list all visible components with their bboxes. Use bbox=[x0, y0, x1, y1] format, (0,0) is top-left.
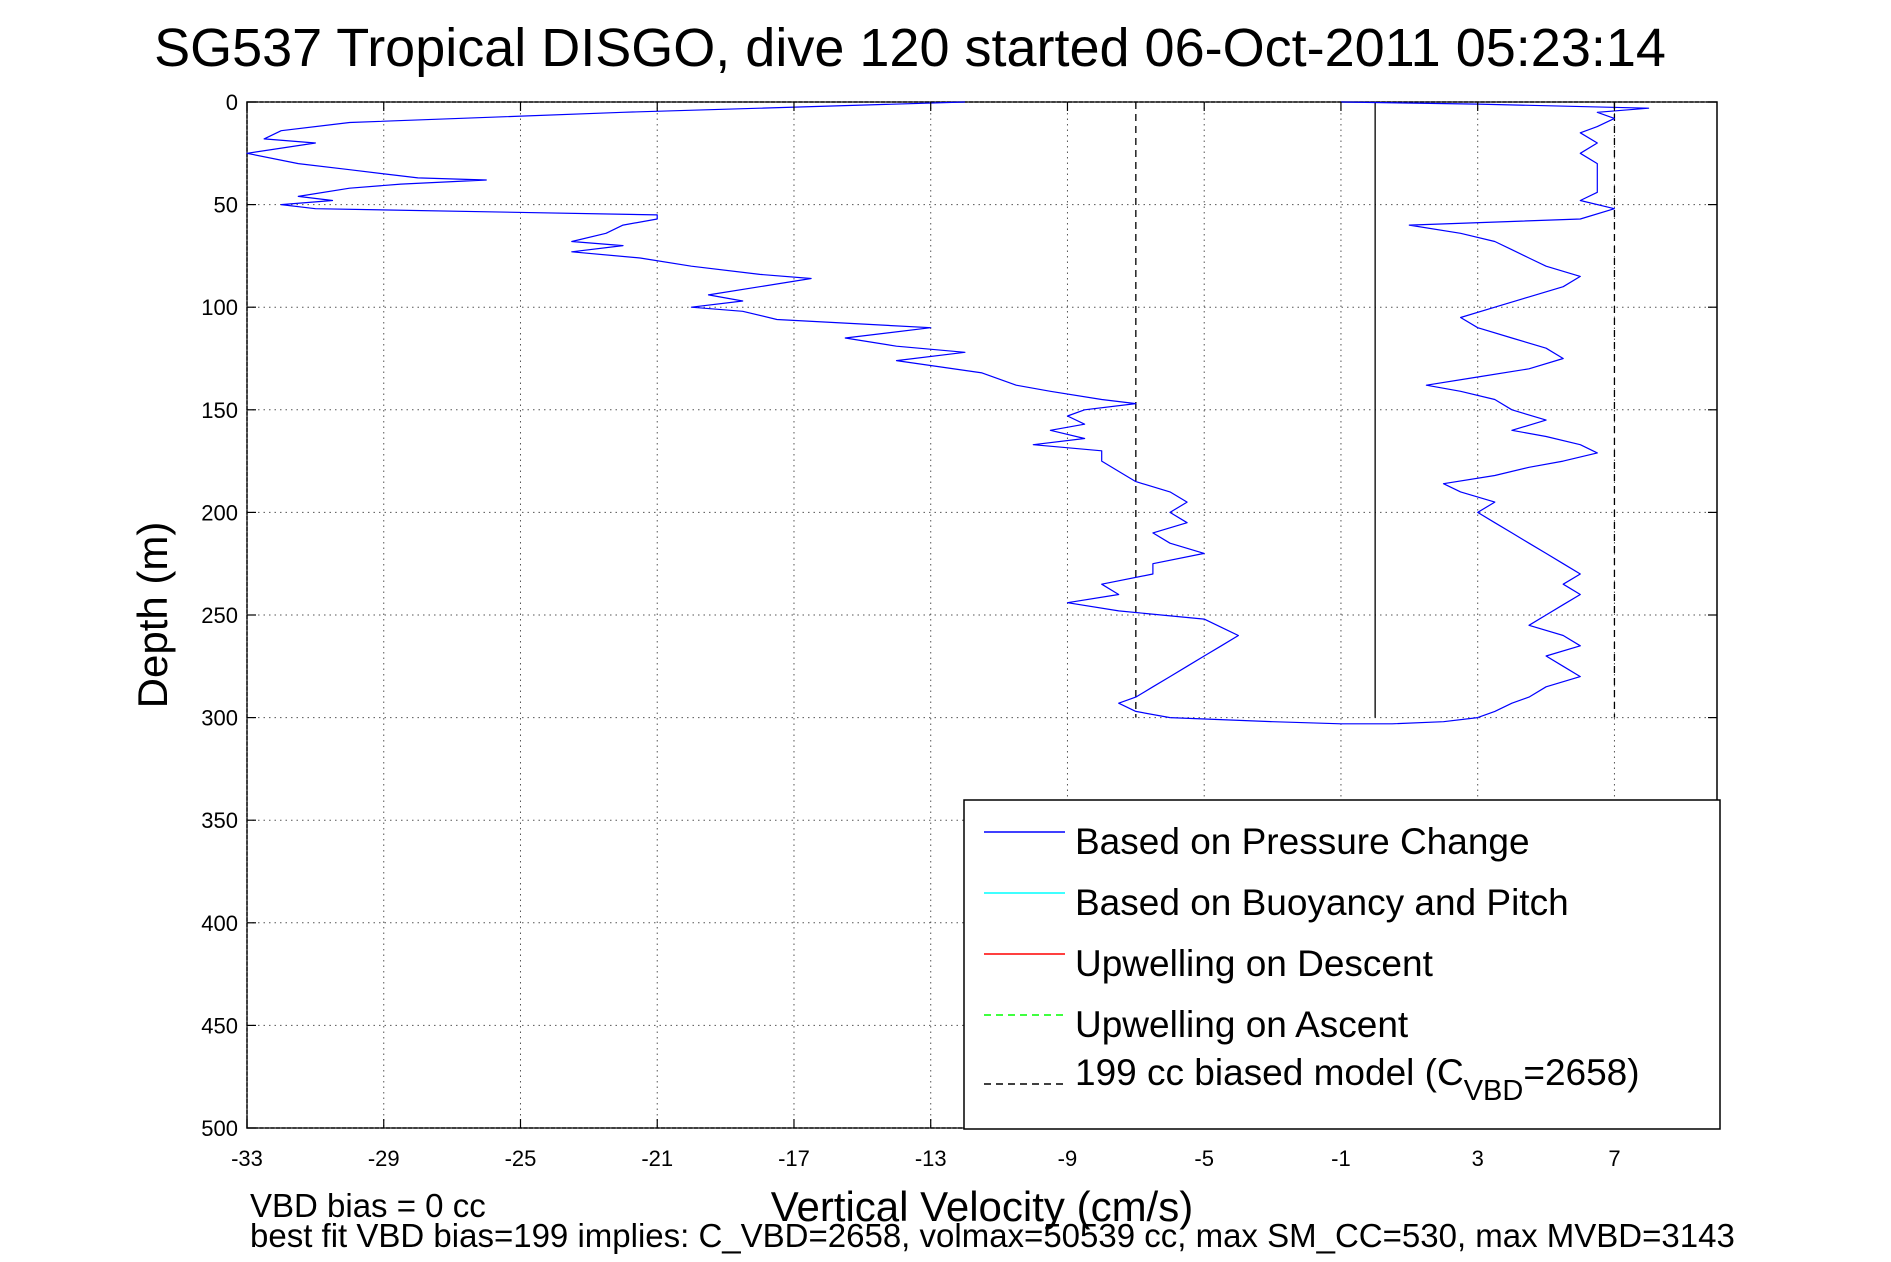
x-tick-label: -33 bbox=[231, 1146, 263, 1171]
legend-label-model-end: =2658) bbox=[1523, 1052, 1639, 1093]
x-tick-label: -9 bbox=[1058, 1146, 1078, 1171]
y-tick-label: 0 bbox=[226, 90, 238, 115]
legend: Based on Pressure Change Based on Buoyan… bbox=[963, 799, 1721, 1130]
y-tick-label: 300 bbox=[201, 706, 238, 731]
legend-label-model: 199 cc biased model (CVBD=2658) bbox=[1075, 1052, 1640, 1107]
x-axis-ticks: -33 -29 -25 -21 -17 -13 -9 -5 -1 3 7 bbox=[231, 102, 1621, 1171]
x-tick-label: -29 bbox=[368, 1146, 400, 1171]
y-axis-ticks: 0 50 100 150 200 250 300 350 400 450 500 bbox=[201, 90, 1717, 1141]
legend-label-model-main: 199 cc biased model (C bbox=[1075, 1052, 1464, 1093]
y-tick-label: 50 bbox=[214, 193, 238, 218]
legend-label-pressure: Based on Pressure Change bbox=[1075, 821, 1530, 862]
chart-title: SG537 Tropical DISGO, dive 120 started 0… bbox=[154, 18, 1666, 78]
x-tick-label: -5 bbox=[1194, 1146, 1214, 1171]
y-tick-label: 500 bbox=[201, 1116, 238, 1141]
legend-label-descent: Upwelling on Descent bbox=[1075, 943, 1434, 984]
y-tick-label: 150 bbox=[201, 398, 238, 423]
x-tick-label: -13 bbox=[915, 1146, 947, 1171]
x-tick-label: -17 bbox=[778, 1146, 810, 1171]
y-tick-label: 400 bbox=[201, 911, 238, 936]
y-tick-label: 200 bbox=[201, 500, 238, 525]
x-tick-label: -1 bbox=[1331, 1146, 1351, 1171]
series-line-pressure-change bbox=[246, 101, 1650, 725]
reference-lines bbox=[1135, 102, 1616, 718]
legend-box bbox=[963, 799, 1721, 1130]
y-tick-label: 450 bbox=[201, 1013, 238, 1038]
x-tick-label: -21 bbox=[641, 1146, 673, 1171]
y-tick-label: 250 bbox=[201, 603, 238, 628]
x-tick-label: 3 bbox=[1472, 1146, 1484, 1171]
y-tick-label: 100 bbox=[201, 295, 238, 320]
y-tick-label: 350 bbox=[201, 808, 238, 833]
x-tick-label: -25 bbox=[505, 1146, 537, 1171]
footnote-best-fit: best fit VBD bias=199 implies: C_VBD=265… bbox=[250, 1217, 1735, 1254]
legend-label-model-sub: VBD bbox=[1464, 1075, 1524, 1107]
data-series bbox=[246, 101, 1650, 725]
legend-label-ascent: Upwelling on Ascent bbox=[1075, 1004, 1409, 1045]
x-axis-label: Vertical Velocity (cm/s) bbox=[771, 1183, 1193, 1230]
y-axis-label: Depth (m) bbox=[129, 522, 176, 709]
legend-label-buoyancy: Based on Buoyancy and Pitch bbox=[1075, 882, 1569, 923]
footnote-vbd-bias: VBD bias = 0 cc bbox=[250, 1187, 486, 1224]
x-tick-label: 7 bbox=[1608, 1146, 1620, 1171]
